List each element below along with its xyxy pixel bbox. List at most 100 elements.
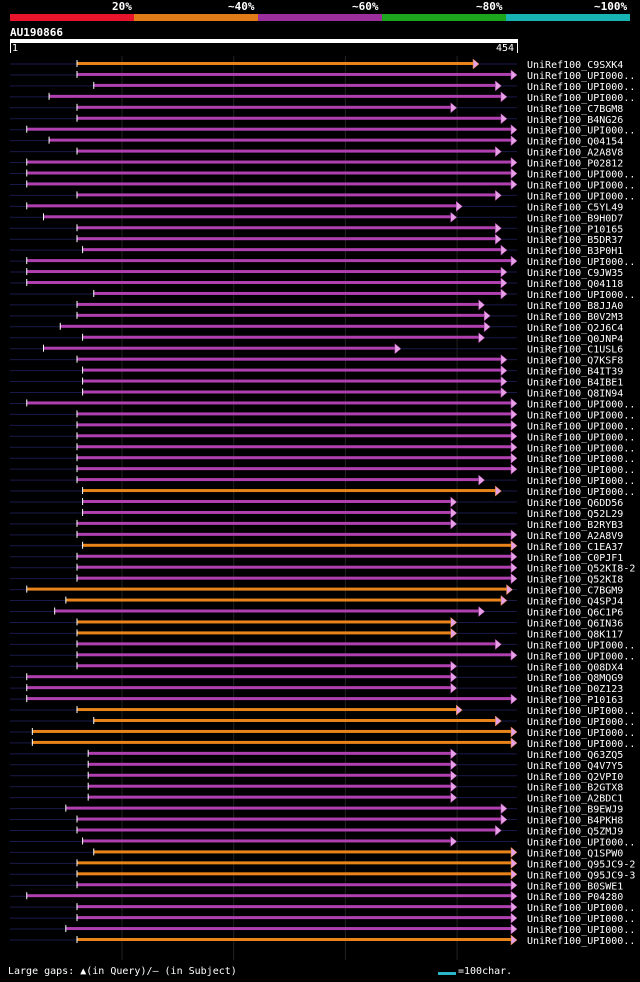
row-label: UniRef100_D0Z123	[527, 684, 623, 695]
alignment-bar	[77, 116, 501, 120]
row-label: UniRef100_B4IBE1	[527, 378, 623, 389]
alignment-row: UniRef100_UPI000..	[10, 408, 635, 421]
alignment-row: UniRef100_Q63ZQ5	[10, 748, 623, 761]
row-label: UniRef100_A2A8V9	[527, 531, 623, 542]
row-label: UniRef100_Q08DX4	[527, 662, 623, 673]
alignment-row: UniRef100_UPI000..	[10, 124, 635, 137]
row-label: UniRef100_UPI000..	[527, 651, 635, 662]
alignment-arrow	[500, 354, 508, 366]
row-label: UniRef100_UPI000..	[527, 432, 635, 443]
alignment-arrow	[510, 135, 518, 147]
alignment-bar	[77, 916, 512, 920]
alignment-row: UniRef100_D0Z123	[10, 682, 623, 695]
alignment-arrow	[510, 397, 518, 409]
row-label: UniRef100_B9EWJ9	[527, 805, 623, 816]
alignment-row: UniRef100_B2RYB3	[10, 518, 623, 531]
row-label: UniRef100_Q6DD56	[527, 498, 623, 509]
row-label: UniRef100_UPI000..	[527, 126, 635, 137]
alignment-bar	[32, 740, 511, 744]
alignment-arrow	[510, 737, 518, 749]
alignment-arrow	[510, 178, 518, 190]
alignment-row: UniRef100_Q2J6C4	[10, 321, 623, 334]
row-label: UniRef100_Q0JNP4	[527, 334, 623, 345]
alignment-arrow	[495, 222, 502, 234]
alignment-bar	[26, 160, 512, 164]
alignment-row: UniRef100_UPI000..	[10, 463, 635, 476]
alignment-bar	[82, 510, 451, 514]
alignment-bar	[82, 335, 479, 339]
alignment-arrow	[456, 704, 463, 716]
alignment-bar	[93, 850, 512, 854]
alignment-row: UniRef100_UPI000..	[10, 912, 635, 925]
alignment-row: UniRef100_UPI000..	[10, 178, 635, 191]
row-label: UniRef100_Q04118	[527, 279, 623, 290]
alignment-bar	[88, 795, 451, 799]
alignment-bar	[49, 138, 511, 142]
alignment-row: UniRef100_B2GTX8	[10, 781, 623, 794]
alignment-arrow	[510, 879, 518, 891]
alignment-arrow	[450, 748, 458, 760]
row-label: UniRef100_A2A8V8	[527, 148, 623, 159]
alignment-arrow	[510, 923, 518, 935]
alignment-arrow	[510, 124, 518, 136]
alignment-arrow	[510, 726, 518, 738]
legend-label-60: ~60%	[352, 0, 379, 13]
alignment-row: UniRef100_Q4SPJ4	[10, 595, 623, 608]
row-label: UniRef100_P10165	[527, 224, 623, 235]
alignment-bar	[77, 631, 451, 635]
alignment-arrow	[450, 102, 458, 114]
row-label: UniRef100_UPI000..	[527, 728, 635, 739]
alignment-row: UniRef100_C7BGM9	[10, 584, 623, 597]
alignment-bar	[77, 620, 451, 624]
alignment-bar	[54, 609, 479, 613]
alignment-bar	[77, 445, 512, 449]
alignment-arrow	[450, 682, 458, 694]
alignment-arrow	[450, 496, 458, 508]
row-label: UniRef100_UPI000..	[527, 82, 635, 93]
alignment-bar	[77, 642, 496, 646]
alignment-bar	[43, 346, 395, 350]
alignment-bar	[49, 94, 501, 98]
alignment-arrow	[510, 463, 518, 475]
alignment-arrow	[450, 792, 458, 804]
alignment-row: UniRef100_UPI000..	[10, 715, 635, 728]
alignment-row: UniRef100_UPI000..	[10, 638, 635, 651]
alignment-row: UniRef100_B0SWE1	[10, 879, 623, 892]
alignment-arrow	[510, 890, 518, 902]
identity-legend: 20% ~40% ~60% ~80% ~100%	[10, 0, 630, 22]
alignment-row: UniRef100_C5YL49	[10, 200, 623, 213]
alignment-row: UniRef100_A2BDC1	[10, 792, 623, 805]
alignment-arrow	[500, 91, 508, 103]
alignment-row: UniRef100_Q1SPW0	[10, 846, 623, 859]
alignment-bar	[77, 861, 512, 865]
row-label: UniRef100_C9JW35	[527, 268, 623, 279]
row-label: UniRef100_Q2VPI0	[527, 772, 623, 783]
alignment-row: UniRef100_C1USL6	[10, 343, 623, 356]
alignment-row: UniRef100_B4IT39	[10, 365, 623, 378]
alignment-row: UniRef100_UPI000..	[10, 167, 635, 181]
alignment-arrow	[450, 781, 458, 793]
alignment-arrow	[500, 244, 508, 256]
alignment-arrow	[500, 113, 508, 125]
alignment-arrow	[510, 69, 518, 81]
alignment-row: UniRef100_UPI000..	[10, 441, 635, 454]
alignment-arrow	[450, 671, 458, 683]
alignment-bar	[82, 500, 451, 503]
alignment-bar	[88, 762, 451, 766]
alignment-arrow	[478, 474, 486, 486]
alignment-row: UniRef100_Q52KI8-2	[10, 562, 635, 575]
alignment-bar	[82, 543, 511, 547]
alignment-arrow	[500, 266, 508, 278]
alignment-row: UniRef100_Q52KI8	[10, 573, 623, 586]
alignment-arrow	[510, 419, 518, 431]
alignment-arrow	[506, 584, 513, 596]
alignment-row: UniRef100_Q8K117	[10, 627, 623, 640]
alignment-row: UniRef100_Q6C1P6	[10, 605, 623, 619]
alignment-bar	[65, 598, 501, 602]
alignment-arrow	[495, 189, 502, 201]
alignment-arrow	[510, 573, 518, 585]
row-label: UniRef100_Q2J6C4	[527, 323, 623, 334]
alignment-bar	[77, 664, 451, 668]
alignment-arrow	[478, 605, 486, 618]
alignment-bar	[26, 686, 451, 690]
